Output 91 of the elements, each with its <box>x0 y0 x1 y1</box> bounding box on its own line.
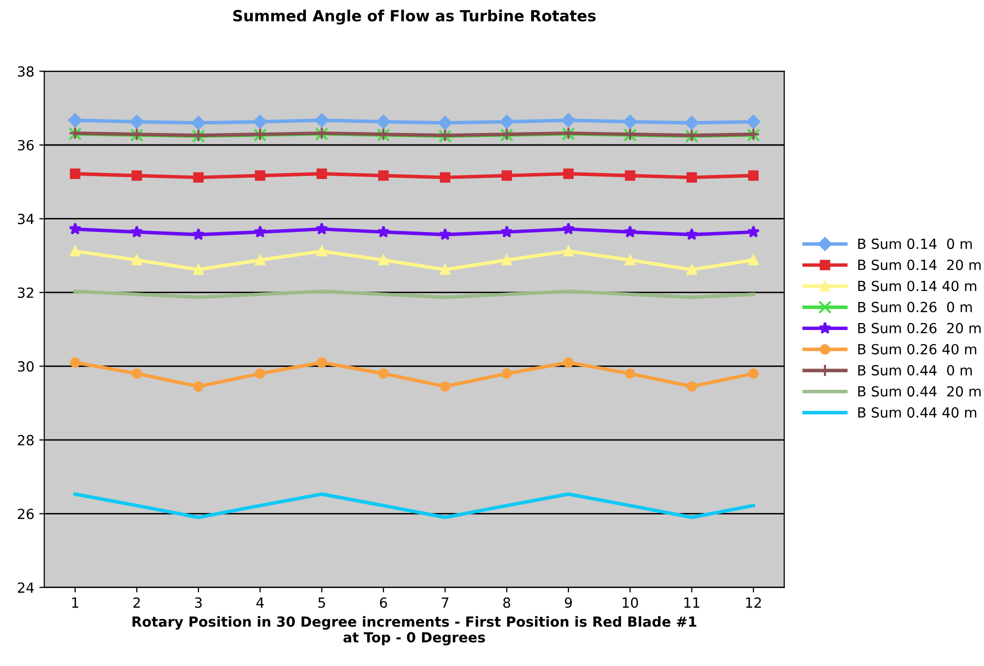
point <box>70 168 80 179</box>
y-tick-label: 30 <box>18 361 34 372</box>
point <box>623 114 638 129</box>
point <box>624 225 636 238</box>
x-tick-label: 12 <box>746 597 761 608</box>
point <box>377 225 390 238</box>
point <box>70 246 80 256</box>
point <box>748 254 759 266</box>
point <box>686 381 697 392</box>
point <box>686 172 697 183</box>
point <box>130 225 144 238</box>
point <box>70 357 80 368</box>
point <box>132 368 142 379</box>
x-tick-label: 3 <box>195 597 202 608</box>
point <box>376 114 390 129</box>
point <box>563 168 574 179</box>
legend-label: B Sum 0.44 40 m <box>858 407 976 418</box>
x-tick-label: 5 <box>318 598 325 608</box>
x-tick-label: 6 <box>380 597 387 608</box>
point <box>254 225 266 238</box>
point <box>748 368 759 379</box>
point <box>502 170 512 181</box>
point <box>193 172 204 183</box>
y-tick-label: 38 <box>18 66 34 77</box>
y-tick-label: 28 <box>18 434 34 446</box>
y-tick-label: 34 <box>18 214 34 224</box>
point <box>502 254 512 266</box>
x-tick-label: 9 <box>564 597 572 608</box>
point <box>132 170 142 181</box>
point <box>746 114 760 129</box>
point <box>315 222 328 235</box>
point <box>500 114 514 129</box>
point <box>314 113 329 128</box>
point <box>440 172 450 183</box>
point <box>316 246 327 256</box>
x-tick-label: 11 <box>684 598 700 608</box>
x-tick-label: 4 <box>256 598 264 608</box>
point <box>254 254 266 266</box>
legend-label: B Sum 0.14 0 m <box>858 238 972 250</box>
point <box>193 381 204 392</box>
point <box>254 368 266 379</box>
point <box>747 225 760 238</box>
legend-label: B Sum 0.26 0 m <box>858 302 972 312</box>
point <box>500 225 514 238</box>
point <box>624 170 636 181</box>
y-tick-label: 24 <box>18 582 34 593</box>
point <box>193 264 204 275</box>
chart-title: Summed Angle of Flow as Turbine Rotates <box>233 10 596 25</box>
point <box>378 170 389 181</box>
point <box>378 368 389 379</box>
point <box>624 368 636 379</box>
point <box>748 170 759 181</box>
legend-label: B Sum 0.14 40 m <box>858 280 976 292</box>
y-tick-label: 32 <box>18 287 34 298</box>
point <box>130 114 144 129</box>
x-axis-title: Rotary Position in 30 Degree increments - First Position is Red Blade #1 at Top - 0 Degrees <box>132 616 696 646</box>
point <box>316 357 327 368</box>
point <box>253 114 268 129</box>
legend-label: B Sum 0.44 0 m <box>858 365 972 376</box>
point <box>438 116 452 130</box>
point <box>192 116 206 130</box>
x-tick-label: 8 <box>503 597 510 608</box>
point <box>68 113 82 128</box>
point <box>192 228 205 240</box>
point <box>438 228 452 240</box>
x-tick-label: 10 <box>622 597 638 608</box>
point <box>440 264 450 275</box>
point <box>316 168 327 179</box>
point <box>68 222 82 235</box>
point <box>563 357 574 368</box>
legend-label: B Sum 0.26 20 m <box>858 322 981 334</box>
point <box>624 254 636 266</box>
y-tick-label: 36 <box>18 140 34 150</box>
y-tick-label: 26 <box>18 508 34 520</box>
x-tick-label: 2 <box>133 597 140 608</box>
point <box>254 170 266 181</box>
point <box>562 222 575 235</box>
legend-label: B Sum 0.26 40 m <box>858 344 976 354</box>
point <box>378 254 389 266</box>
legend-label: B Sum 0.14 20 m <box>858 260 981 270</box>
point <box>502 368 512 379</box>
point <box>686 264 697 275</box>
point <box>440 381 450 392</box>
point <box>561 113 576 128</box>
point <box>132 254 142 266</box>
point <box>563 246 574 256</box>
legend-label: B Sum 0.44 20 m <box>858 386 981 397</box>
x-tick-label: 1 <box>72 598 78 608</box>
x-tick-label: 7 <box>442 598 448 608</box>
point <box>684 116 699 130</box>
point <box>685 228 698 240</box>
